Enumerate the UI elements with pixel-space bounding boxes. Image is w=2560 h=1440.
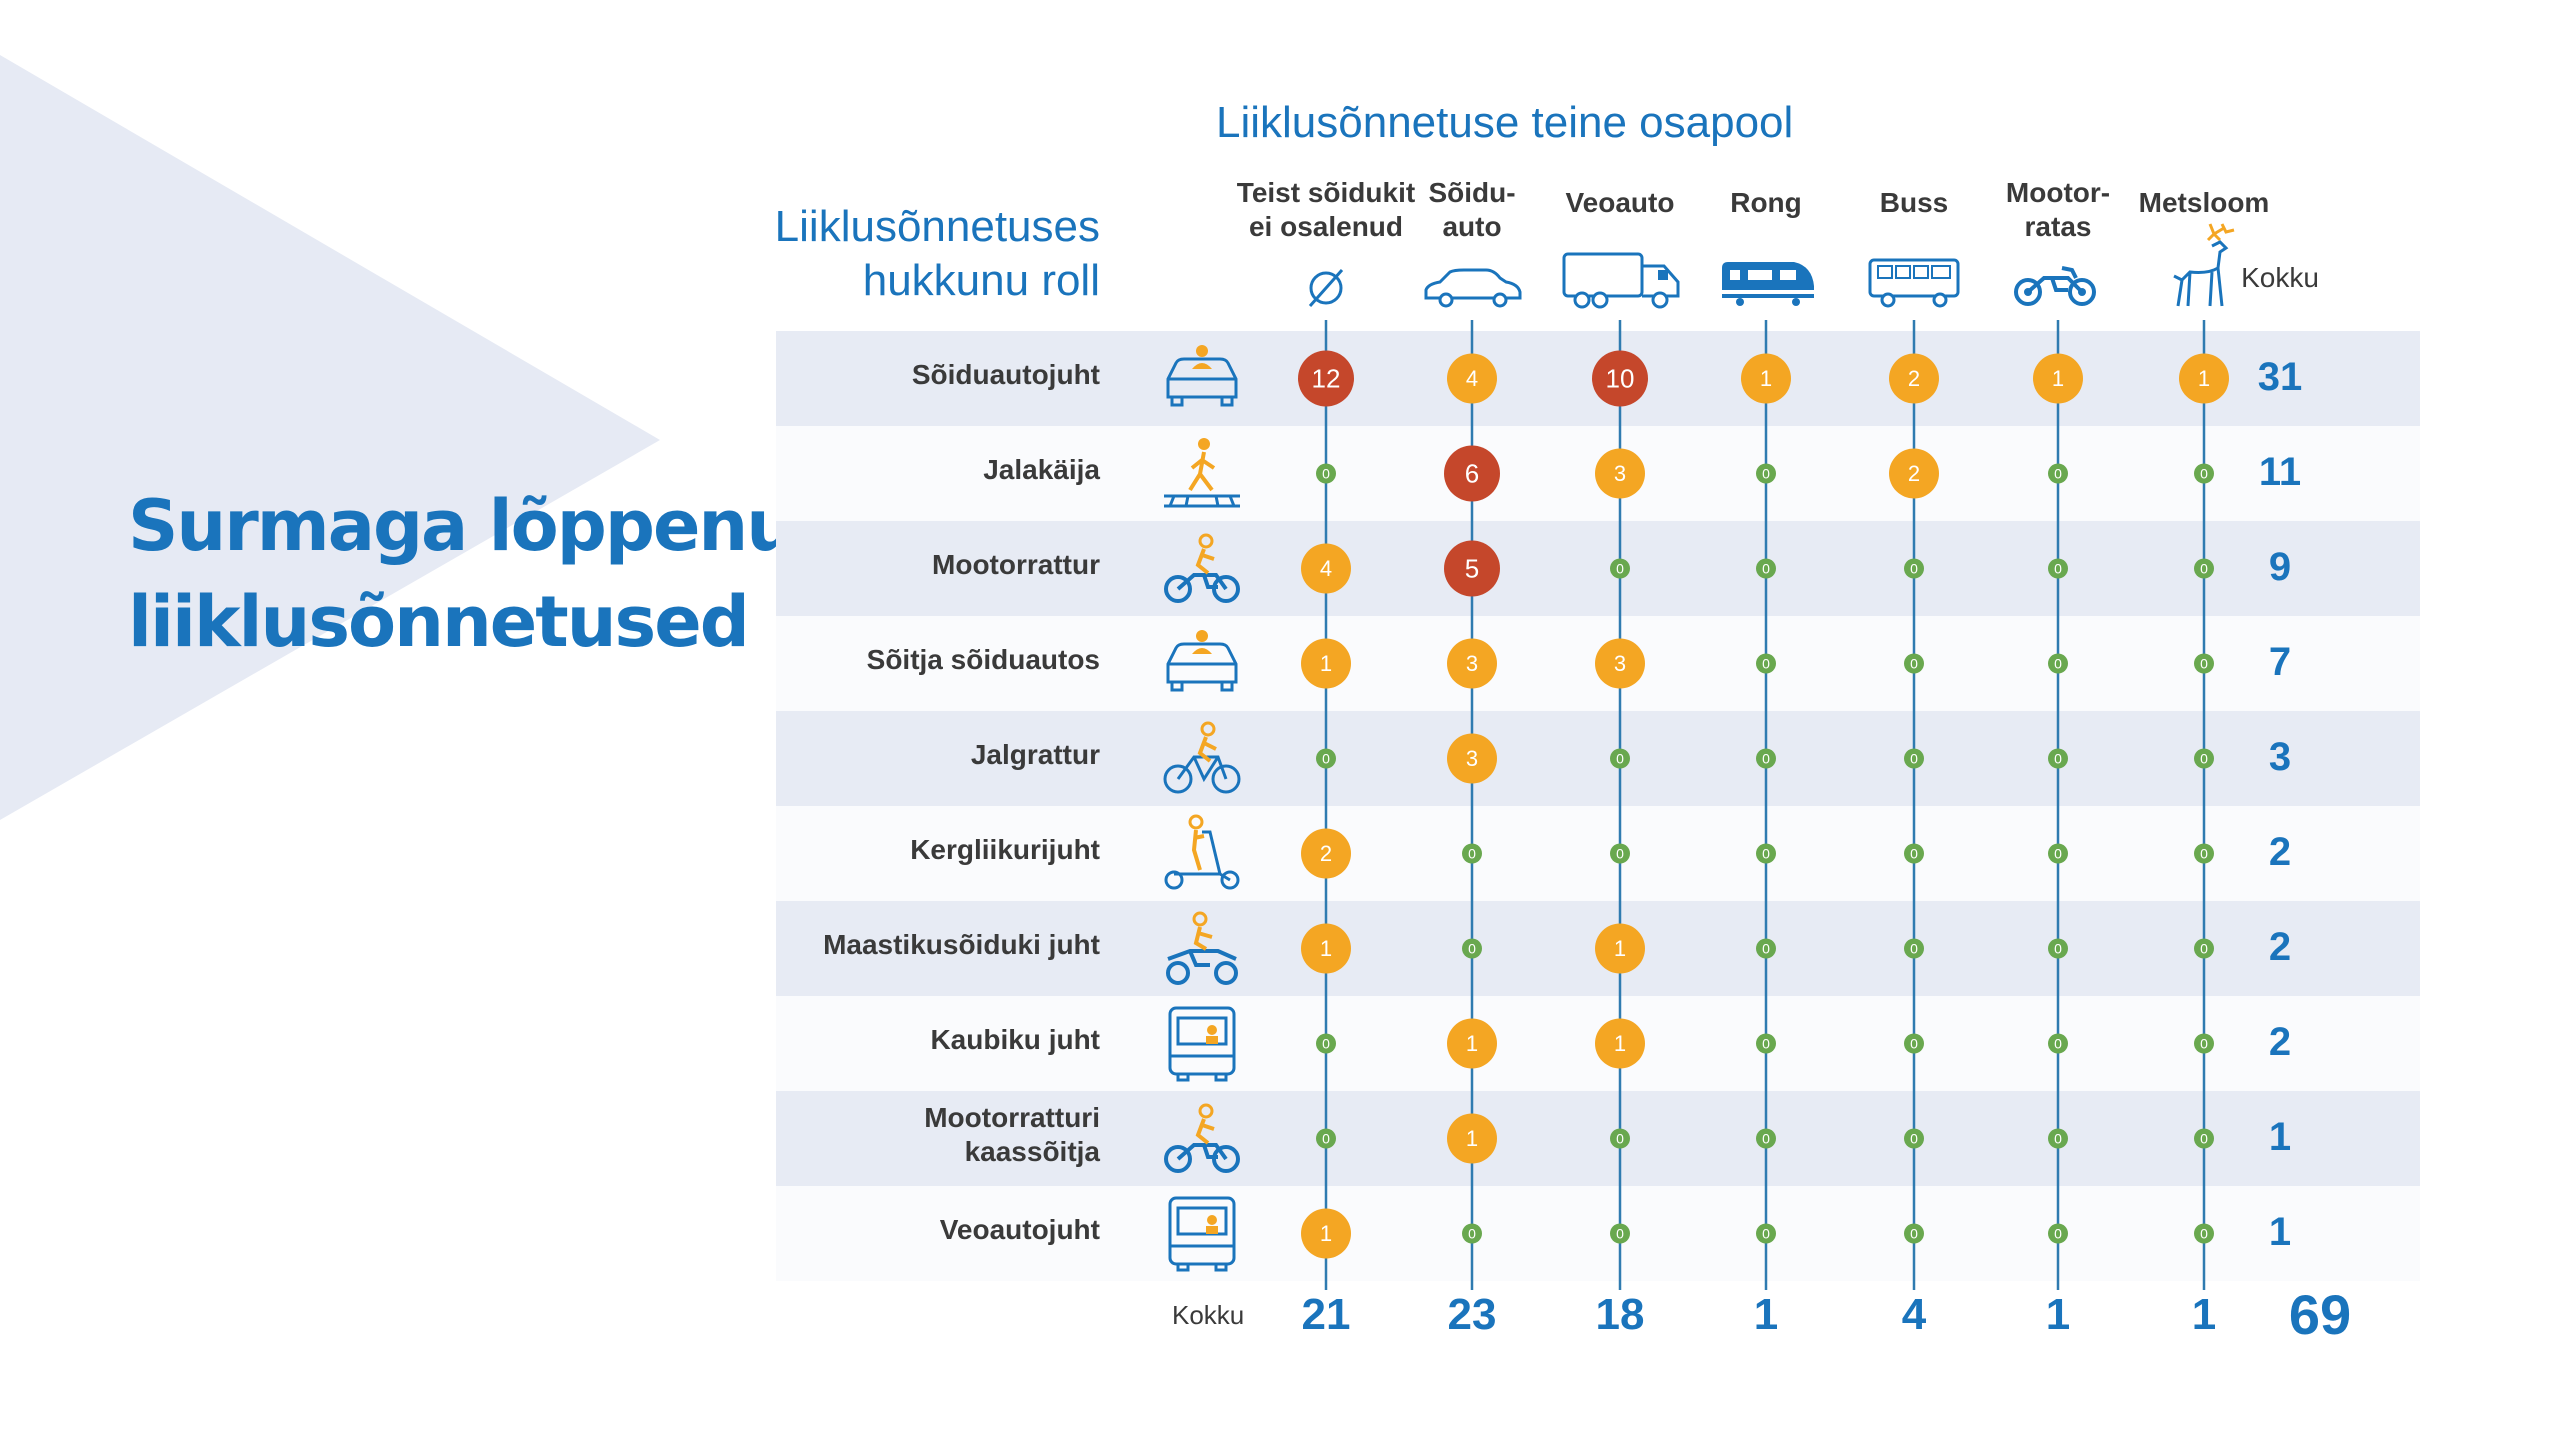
chart-title: Liiklusõnnetuse teine osapool: [1216, 98, 1794, 147]
column-header-line: Veoauto: [1565, 187, 1675, 218]
row-label-line: Jalgrattur: [970, 738, 1100, 770]
column-header-line: Rong: [1730, 187, 1802, 218]
pedestrian-icon: [1164, 437, 1240, 507]
row-band: [776, 1186, 2420, 1281]
row-label-line: Jalakäija: [983, 453, 1100, 485]
atv-icon: [1166, 911, 1238, 985]
row-label-line: Maastikusõiduki juht: [823, 928, 1100, 960]
truck-driver-icon: [1168, 1196, 1236, 1271]
row-total: 2: [2268, 829, 2292, 874]
row-total: 9: [2268, 544, 2292, 589]
row-total: 1: [2268, 1114, 2292, 1159]
row-band: [776, 806, 2420, 901]
row-total: 11: [2258, 449, 2302, 494]
car-icon: [1424, 268, 1522, 308]
row-label: Mootorratturi kaassõitja: [760, 1101, 1100, 1169]
column-total: 4: [1901, 1290, 1927, 1339]
van-driver-icon: [1168, 1006, 1236, 1081]
column-header: Buss: [1804, 186, 2024, 220]
motorcycle-icon: [2014, 266, 2096, 306]
row-label-line: Sõitja sõiduautos: [866, 643, 1100, 675]
row-total: 7: [2268, 639, 2292, 684]
car-driver-icon: [1166, 344, 1238, 406]
row-label: Sõitja sõiduautos: [760, 643, 1100, 677]
column-header: Rong: [1656, 186, 1876, 220]
car-passenger-icon: [1166, 629, 1238, 691]
row-header-line-2: hukkunu roll: [862, 256, 1100, 305]
row-label: Jalakäija: [760, 453, 1100, 487]
total-row-label: Kokku: [1172, 1300, 1245, 1330]
column-header: Veoauto: [1510, 186, 1730, 220]
row-header: Liiklusõnnetuses hukkunu roll: [740, 200, 1100, 308]
column-total: 1: [2045, 1290, 2071, 1339]
row-label: Mootorrattur: [760, 548, 1100, 582]
row-label: Maastikusõiduki juht: [760, 928, 1100, 962]
row-total: 1: [2268, 1209, 2292, 1254]
row-header-line-1: Liiklusõnnetuses: [774, 202, 1100, 251]
row-band: [776, 1091, 2420, 1186]
row-total: 31: [2257, 354, 2303, 399]
motorcycle-passenger-icon: [1164, 1103, 1240, 1173]
column-header-line: Metsloom: [2138, 187, 2270, 218]
column-header-line: Mootor-: [2005, 177, 2111, 208]
column-total: 18: [1595, 1290, 1645, 1339]
row-band: [776, 711, 2420, 806]
column-total: 23: [1447, 1290, 1497, 1339]
empty-set-icon: [1308, 269, 1344, 307]
cyclist-icon: [1163, 721, 1241, 793]
column-header: Teist sõidukit ei osalenud: [1216, 176, 1436, 244]
column-header-line: Sõidu-: [1428, 177, 1516, 208]
row-label-line: Sõiduautojuht: [911, 358, 1100, 390]
row-label: Kergliikurijuht: [760, 833, 1100, 867]
row-label: Jalgrattur: [760, 738, 1100, 772]
row-total: 2: [2268, 1019, 2292, 1064]
column-header-line: ei osalenud: [1248, 211, 1404, 242]
column-header: Sõidu-auto: [1362, 176, 1582, 244]
row-label: Kaubiku juht: [760, 1023, 1100, 1057]
column-header: Metsloom: [2094, 186, 2314, 220]
row-label-line: Veoautojuht: [939, 1213, 1100, 1245]
row-band: [776, 521, 2420, 616]
column-header-line: Buss: [1879, 187, 1949, 218]
slide-title-line-2: liiklusõnnetused: [128, 581, 750, 663]
slide-title-line-1: Surmaga lõppenud: [128, 485, 844, 567]
column-header-line: auto: [1442, 211, 1502, 242]
column-total: 1: [1753, 1290, 1779, 1339]
bus-icon: [1868, 258, 1960, 308]
column-total: 21: [1301, 1290, 1351, 1339]
scooter-icon: [1164, 814, 1240, 889]
grand-total: 69: [2288, 1283, 2352, 1346]
column-header-line: ratas: [2024, 211, 2092, 242]
truck-icon: [1562, 252, 1680, 309]
column-total: 1: [2191, 1290, 2217, 1339]
row-label: Sõiduautojuht: [760, 358, 1100, 392]
row-total: 2: [2268, 924, 2292, 969]
row-label-line: kaassõitja: [964, 1135, 1100, 1167]
total-column-header: Kokku: [2241, 262, 2319, 293]
column-header-line: Teist sõidukit: [1236, 177, 1416, 208]
row-total: 3: [2268, 734, 2292, 779]
row-label-line: Kergliikurijuht: [910, 833, 1100, 865]
row-label: Veoautojuht: [760, 1213, 1100, 1247]
slide-title: Surmaga lõppenud liiklusõnnetused: [128, 478, 844, 670]
motorcyclist-icon: [1164, 533, 1240, 603]
row-label-line: Mootorratturi: [924, 1101, 1100, 1133]
row-label-line: Mootorrattur: [932, 548, 1100, 580]
column-header: Mootor-ratas: [1948, 176, 2168, 244]
train-icon: [1722, 262, 1814, 306]
deer-icon: [2173, 223, 2235, 307]
row-label-line: Kaubiku juht: [930, 1023, 1100, 1055]
